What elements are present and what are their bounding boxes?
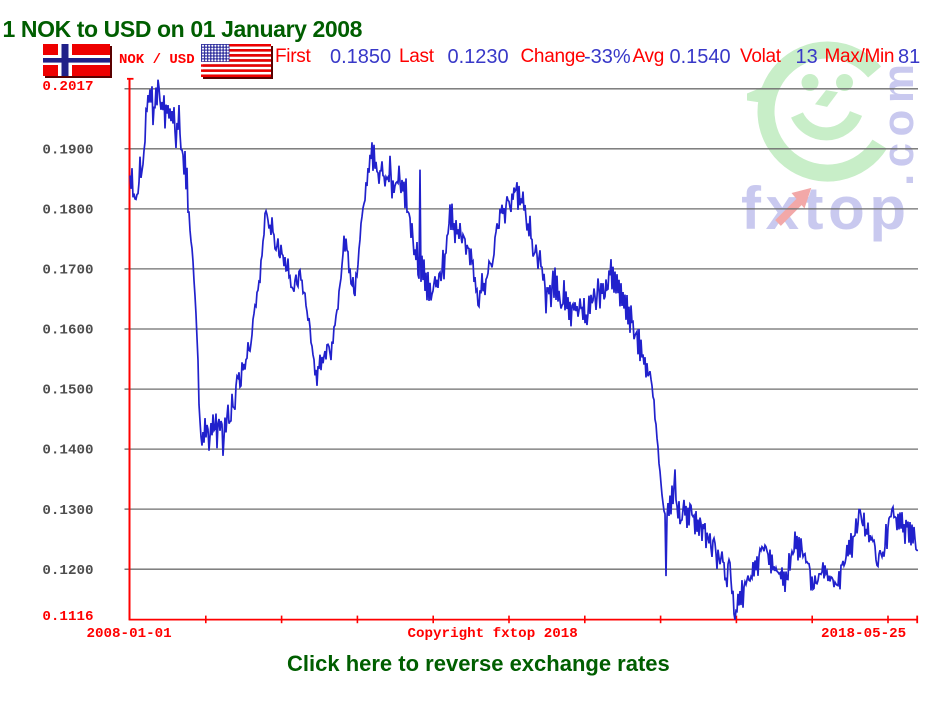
svg-text:Copyright fxtop 2018: Copyright fxtop 2018: [408, 626, 578, 642]
svg-text:0.1116: 0.1116: [42, 609, 93, 625]
svg-text:0.1300: 0.1300: [42, 503, 93, 519]
svg-text:0.1700: 0.1700: [42, 263, 93, 279]
svg-text:2018-05-25: 2018-05-25: [821, 626, 906, 642]
svg-text:0.1900: 0.1900: [42, 142, 93, 158]
svg-text:0.1200: 0.1200: [42, 563, 93, 579]
svg-text:0.1400: 0.1400: [42, 443, 93, 459]
svg-text:0.1800: 0.1800: [42, 203, 93, 219]
svg-text:0.1500: 0.1500: [42, 383, 93, 399]
svg-text:2008-01-01: 2008-01-01: [87, 626, 172, 642]
svg-text:0.2017: 0.2017: [42, 79, 93, 95]
svg-text:.com: .com: [874, 64, 923, 186]
svg-text:0.1600: 0.1600: [42, 323, 93, 339]
